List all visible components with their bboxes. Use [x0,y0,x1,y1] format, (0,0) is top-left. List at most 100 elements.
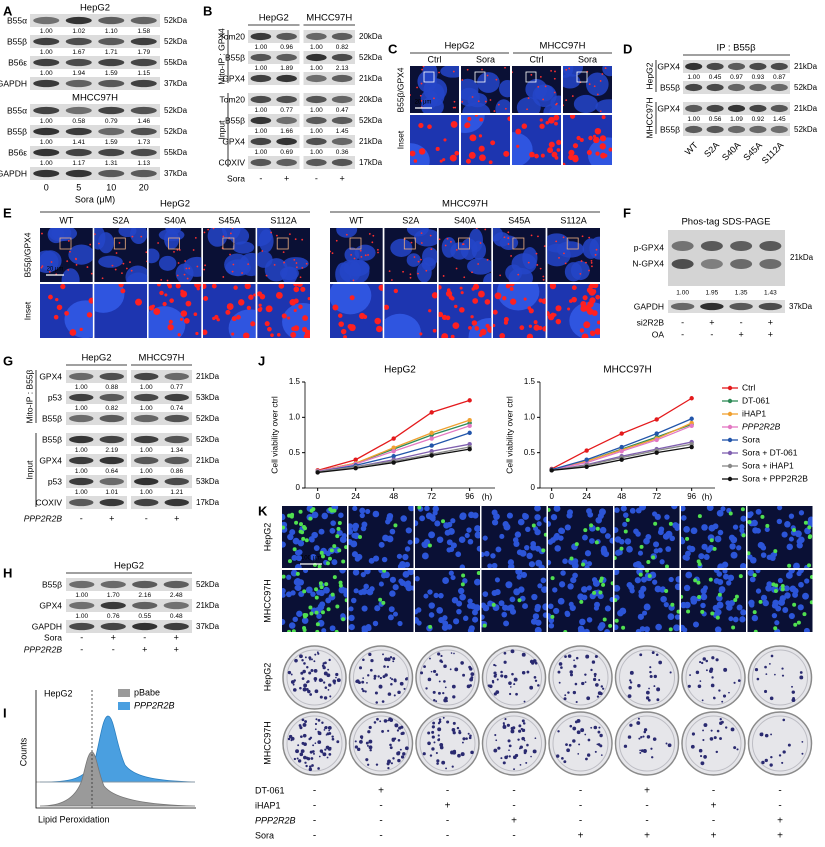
nucleus [601,545,607,552]
nucleus [481,614,485,620]
colony [599,733,603,738]
nucleus [353,532,360,540]
lane-label: - [681,329,684,339]
quant-value: 1.00 [310,149,323,156]
colony [764,733,769,738]
nucleus [573,94,599,113]
nucleus [622,521,628,528]
nucleus [98,255,123,268]
plate-rim [419,715,476,772]
colony [655,653,659,656]
quant-value: 1.02 [72,28,85,35]
colony [652,737,657,741]
band [706,62,724,71]
plate-rim [552,715,609,772]
signal [576,135,581,141]
colony [702,738,705,742]
colony [389,743,392,747]
signal [590,262,593,264]
positive-cell [602,617,607,622]
nucleus [420,89,439,109]
treatment-sign: + [578,831,584,842]
nucleus [681,515,687,521]
nucleus [282,514,286,521]
colony [400,755,405,759]
micrograph-content [492,228,546,282]
signal [175,284,181,289]
band [685,104,703,113]
nucleus [712,604,719,611]
panel-label: D [623,41,632,56]
band [130,148,157,157]
nucleus [444,529,451,536]
micrograph [148,284,202,338]
nucleus [740,515,746,522]
nucleus [291,554,298,561]
colony [323,728,326,731]
band [306,53,327,62]
quant-value: 1.71 [105,49,118,56]
plate-rim [685,649,742,706]
signal [481,68,483,71]
colony [311,764,314,767]
quant-value: 1.21 [170,489,183,496]
nucleus [448,570,454,576]
positive-cell [708,577,713,582]
colony [404,746,409,751]
series-line [551,418,692,471]
positive-cell [314,587,319,592]
micrograph [202,284,256,338]
colony [558,662,563,666]
colony [317,730,320,733]
colony [594,654,598,659]
colony [435,751,438,755]
micrograph-content [547,284,601,338]
data-point [654,437,659,443]
positive-cell [287,559,292,564]
colony [387,767,390,770]
legend-swatch [118,689,130,697]
quant-value: 1.00 [75,405,88,412]
nucleus [530,544,537,551]
colony [513,768,515,771]
nucleus [535,559,543,567]
nucleus [296,555,303,562]
nucleus [672,522,679,529]
nucleus [760,552,767,558]
signal [460,291,464,295]
nucleus [674,614,680,620]
nucleus [469,602,476,609]
colony [584,733,587,736]
signal [195,331,199,336]
colony [394,723,399,728]
signal [418,148,426,155]
signal [241,272,243,274]
colony [437,727,442,732]
colony [768,662,771,665]
signal [478,145,485,152]
positive-cell [320,610,325,615]
band [134,477,159,486]
signal [180,290,188,298]
quant-value: 1.59 [105,139,118,146]
positive-cell [335,604,340,609]
micrograph-content [614,570,680,632]
nucleus [653,548,659,554]
positive-cell [330,592,335,597]
signal [454,304,458,309]
micrograph [348,645,414,710]
micrograph-content [614,506,680,568]
colony [397,739,401,742]
nucleus [536,521,542,527]
treatment-sign: - [712,816,715,827]
colony [293,688,297,692]
nucleus [748,599,755,606]
signal [331,252,334,255]
band [130,37,157,46]
nucleus [638,589,645,595]
quant-value: 1.46 [137,118,150,125]
nucleus [721,561,729,568]
micrograph-content [257,228,310,282]
signal [145,251,148,254]
lane-row-name: OA [652,329,665,339]
